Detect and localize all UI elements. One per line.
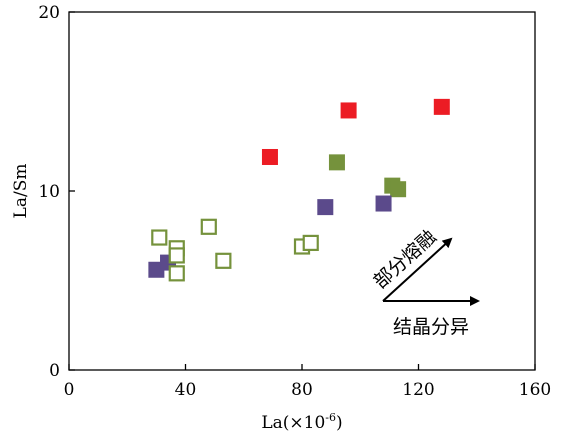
- filled-square-point: [390, 181, 407, 198]
- crystal-fractionation-label: 结晶分异: [393, 316, 469, 338]
- y-tick-label: 20: [38, 3, 60, 23]
- x-tick-label: 0: [64, 380, 75, 400]
- filled-square-point: [340, 102, 357, 119]
- x-tick-label: 40: [175, 380, 197, 400]
- filled-square-point: [317, 199, 334, 216]
- x-tick-label: 120: [402, 380, 434, 400]
- open-square-point: [168, 265, 185, 282]
- open-square-point: [151, 229, 168, 246]
- open-square-point: [168, 247, 185, 264]
- x-tick-label: 80: [291, 380, 313, 400]
- filled-square-point: [328, 154, 345, 171]
- filled-square-point: [433, 98, 450, 115]
- x-axis-title: La(×10-6): [261, 411, 342, 433]
- x-axis-title-exponent: -6: [325, 411, 336, 424]
- x-tick-label: 160: [519, 380, 551, 400]
- y-tick-label: 10: [38, 182, 60, 202]
- axis-ticks: 0 40 80 120 160 0 10 20: [38, 3, 551, 400]
- open-square-point: [302, 234, 319, 252]
- open-square-point: [215, 252, 232, 269]
- partial-melting-arrow: [382, 237, 453, 302]
- y-axis-title: La/Sm: [11, 164, 31, 219]
- open-square-point: [200, 218, 217, 235]
- filled-square-point: [261, 148, 278, 165]
- filled-square-point: [375, 195, 392, 212]
- y-tick-label: 0: [49, 361, 60, 381]
- data-points: [148, 98, 450, 282]
